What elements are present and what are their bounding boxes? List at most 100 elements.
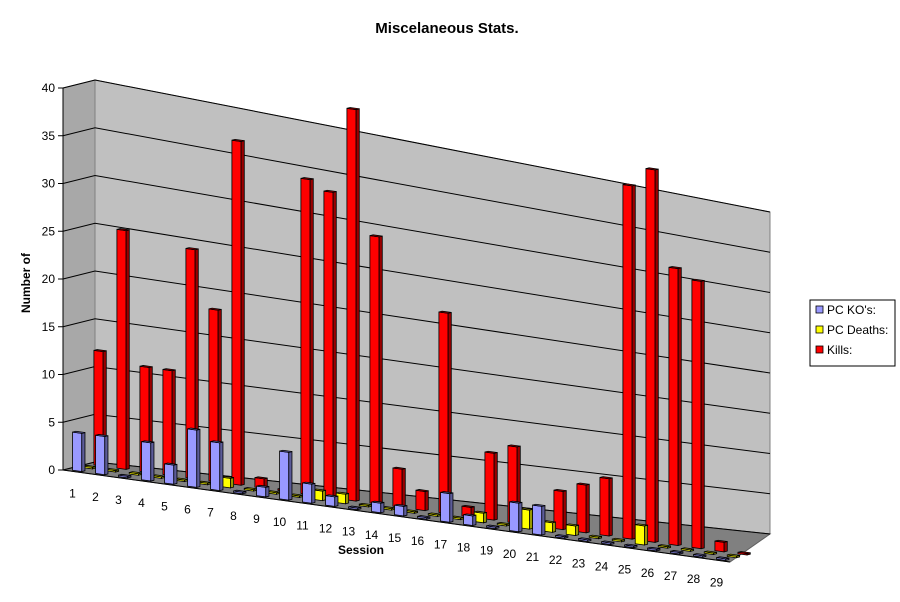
bar xyxy=(162,368,176,477)
bar xyxy=(578,537,592,542)
bar xyxy=(657,544,672,549)
bar xyxy=(323,189,337,499)
bar xyxy=(369,234,383,505)
bar xyxy=(670,550,684,555)
bar xyxy=(116,228,130,470)
bar xyxy=(714,539,728,553)
bar xyxy=(622,183,636,540)
bar xyxy=(371,500,385,514)
y-axis-title: Number of xyxy=(19,252,33,313)
bar xyxy=(164,462,178,485)
y-gridline xyxy=(62,318,771,414)
x-tick-label: 18 xyxy=(457,541,471,555)
y-tick-label: 5 xyxy=(48,415,55,429)
y-tick-label: 30 xyxy=(42,177,56,191)
bar xyxy=(417,515,431,520)
x-axis-title: Session xyxy=(338,543,384,557)
plot-walls xyxy=(62,79,772,563)
bars xyxy=(72,107,751,561)
x-tick-label: 13 xyxy=(342,525,356,539)
legend-label: PC Deaths: xyxy=(827,323,888,337)
bar xyxy=(463,513,477,526)
bar xyxy=(703,550,718,556)
bar xyxy=(335,491,350,505)
x-tick-label: 4 xyxy=(138,496,145,510)
x-tick-labels: 1 2 3 4 5 6 7 8 9 10 11 12 13 14 15 16 17 18 19 20 21 22 23 24 2… xyxy=(69,487,723,590)
y-tick-label: 40 xyxy=(42,81,56,95)
bar xyxy=(233,489,247,495)
bar xyxy=(486,524,500,530)
x-tick-label: 22 xyxy=(549,553,563,567)
bar xyxy=(187,427,201,488)
bar xyxy=(95,434,109,476)
y-tick-label: 0 xyxy=(48,463,55,477)
x-tick-label: 1 xyxy=(69,487,76,501)
x-tick-label: 20 xyxy=(503,547,517,561)
x-tick-label: 7 xyxy=(207,506,214,520)
x-tick-label: 15 xyxy=(388,531,402,545)
bar xyxy=(532,503,546,536)
bar xyxy=(726,553,741,559)
y-tick-label: 10 xyxy=(42,368,56,382)
bar xyxy=(415,489,429,512)
bar xyxy=(509,500,523,533)
x-tick-label: 26 xyxy=(641,566,655,580)
bar xyxy=(128,471,143,476)
y-tick-label: 35 xyxy=(42,129,56,143)
x-tick-label: 5 xyxy=(161,499,168,513)
bar xyxy=(634,523,649,546)
bar xyxy=(553,488,567,531)
x-tick-label: 28 xyxy=(687,572,701,586)
legend-swatch xyxy=(815,305,824,314)
bar xyxy=(576,482,590,534)
bar xyxy=(348,505,362,511)
bar xyxy=(645,167,659,543)
bar xyxy=(624,543,638,549)
y-gridline xyxy=(62,127,771,253)
bar xyxy=(601,540,615,546)
y-tick-label: 15 xyxy=(42,320,56,334)
y-gridline xyxy=(62,222,771,334)
bar xyxy=(484,450,498,521)
bar xyxy=(588,534,603,540)
x-tick-label: 11 xyxy=(296,518,309,532)
bar xyxy=(346,107,360,502)
bar xyxy=(300,177,314,496)
bar xyxy=(693,553,707,558)
bar xyxy=(72,430,86,473)
x-tick-label: 10 xyxy=(273,515,287,529)
y-tick-label: 25 xyxy=(42,224,56,238)
bar xyxy=(220,475,235,489)
bar xyxy=(438,310,452,515)
bar xyxy=(394,503,408,517)
bar xyxy=(427,512,442,517)
x-tick-label: 19 xyxy=(480,544,494,558)
bar xyxy=(440,491,454,523)
bar xyxy=(279,449,293,501)
x-axis-line xyxy=(62,469,731,563)
x-tick-label: 17 xyxy=(434,537,448,551)
bar xyxy=(210,440,224,492)
bar xyxy=(716,556,730,561)
bar xyxy=(118,473,132,479)
legend-label: Kills: xyxy=(827,343,852,357)
bar xyxy=(611,537,626,543)
x-tick-label: 25 xyxy=(618,563,632,577)
y-gridlines xyxy=(58,79,771,563)
y-gridline xyxy=(62,79,771,213)
bar xyxy=(555,534,569,539)
bar xyxy=(680,547,695,552)
bar xyxy=(392,466,406,508)
x-tick-label: 29 xyxy=(710,575,724,589)
chart-title: Miscelaneous Stats. xyxy=(375,20,518,37)
legend-box xyxy=(809,299,896,367)
x-tick-label: 3 xyxy=(115,493,122,507)
legend: PC KO's: PC Deaths: Kills: xyxy=(809,299,896,367)
legend-swatch xyxy=(815,345,824,354)
y-tick-labels: 0 5 10 15 20 25 30 35 40 xyxy=(42,81,56,477)
bar xyxy=(231,138,245,486)
bar xyxy=(647,546,661,552)
bar xyxy=(325,494,339,507)
bar xyxy=(256,484,270,498)
